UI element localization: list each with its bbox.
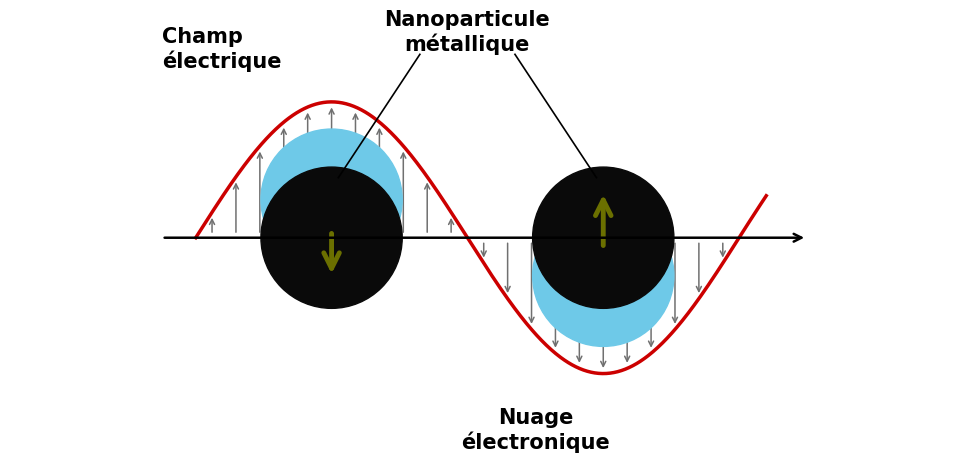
Text: Nanoparticule
métallique: Nanoparticule métallique	[384, 10, 550, 54]
Text: Champ
électrique: Champ électrique	[161, 27, 281, 72]
Circle shape	[260, 167, 402, 308]
Circle shape	[260, 129, 402, 270]
Circle shape	[532, 167, 674, 308]
Text: Nuage
électronique: Nuage électronique	[460, 408, 609, 453]
Circle shape	[532, 205, 674, 346]
